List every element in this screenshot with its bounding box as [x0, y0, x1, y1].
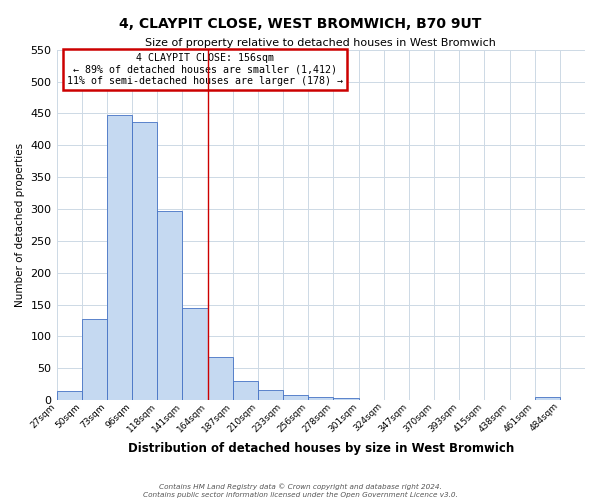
- Bar: [535, 397, 560, 400]
- Bar: [258, 390, 283, 400]
- Bar: [157, 211, 182, 400]
- Text: 4 CLAYPIT CLOSE: 156sqm
← 89% of detached houses are smaller (1,412)
11% of semi: 4 CLAYPIT CLOSE: 156sqm ← 89% of detache…: [67, 53, 343, 86]
- Bar: [107, 116, 132, 400]
- Bar: [334, 398, 359, 400]
- X-axis label: Distribution of detached houses by size in West Bromwich: Distribution of detached houses by size …: [128, 442, 514, 455]
- Bar: [56, 390, 82, 400]
- Bar: [182, 308, 208, 400]
- Bar: [283, 395, 308, 400]
- Bar: [208, 358, 233, 400]
- Bar: [132, 122, 157, 400]
- Bar: [233, 381, 258, 400]
- Bar: [82, 318, 107, 400]
- Title: Size of property relative to detached houses in West Bromwich: Size of property relative to detached ho…: [145, 38, 496, 48]
- Y-axis label: Number of detached properties: Number of detached properties: [15, 143, 25, 307]
- Text: 4, CLAYPIT CLOSE, WEST BROMWICH, B70 9UT: 4, CLAYPIT CLOSE, WEST BROMWICH, B70 9UT: [119, 18, 481, 32]
- Text: Contains HM Land Registry data © Crown copyright and database right 2024.
Contai: Contains HM Land Registry data © Crown c…: [143, 484, 457, 498]
- Bar: [308, 397, 334, 400]
